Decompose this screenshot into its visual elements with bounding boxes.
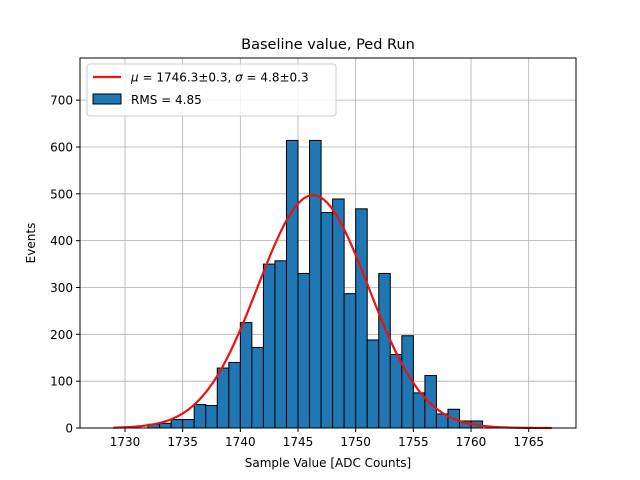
histogram-bar	[332, 198, 345, 429]
plot-frame	[79, 57, 577, 429]
y-tick-label: 0	[65, 422, 73, 436]
x-tick-label: 1750	[340, 435, 371, 449]
x-tick-label: 1730	[110, 435, 141, 449]
x-tick-label: 1740	[225, 435, 256, 449]
y-axis-ticks: 0 100 200 300 400 500 600 700	[50, 94, 80, 436]
histogram-bar	[412, 392, 426, 429]
x-tick-label: 1745	[283, 435, 314, 449]
y-tick-label: 300	[50, 281, 73, 295]
histogram-bar	[389, 353, 403, 429]
histogram-bar	[297, 272, 311, 429]
histogram-bar	[378, 272, 391, 429]
histogram-bar	[205, 405, 218, 429]
histogram-bar	[193, 404, 207, 429]
histogram-bar	[366, 339, 380, 429]
histogram-bar	[309, 139, 322, 429]
legend: μ = 1746.3±0.3, σ = 4.8±0.3 RMS = 4.85	[86, 63, 337, 117]
gaussian-fit-curve	[113, 194, 552, 430]
y-tick-label: 100	[50, 375, 73, 389]
x-axis-label: Sample Value [ADC Counts]	[245, 456, 411, 470]
histogram-bar	[343, 293, 357, 429]
legend-mu-symbol: μ	[130, 71, 139, 85]
x-axis-ticks: 1730 1735 1740 1745 1750 1755 1760 1765	[110, 428, 544, 449]
legend-sigma-value: = 4.8±0.3	[243, 71, 309, 85]
x-tick-label: 1735	[167, 435, 198, 449]
histogram-bar	[262, 263, 276, 429]
legend-sigma-symbol: σ	[235, 71, 243, 85]
histogram-bar	[170, 419, 184, 429]
histogram-bar	[159, 422, 172, 429]
legend-fit-label: μ = 1746.3±0.3, σ = 4.8±0.3	[130, 71, 309, 85]
y-tick-label: 200	[50, 328, 73, 342]
y-tick-label: 700	[50, 94, 73, 108]
legend-mu-value: = 1746.3±0.3,	[139, 71, 235, 85]
legend-histogram-label: RMS = 4.85	[131, 93, 202, 107]
histogram-bar	[239, 322, 253, 429]
chart-title: Baseline value, Ped Run	[241, 37, 415, 53]
histogram-bar	[424, 375, 437, 429]
x-tick-label: 1760	[456, 435, 487, 449]
y-tick-label: 400	[50, 234, 73, 248]
histogram-bar	[320, 212, 334, 429]
x-tick-label: 1765	[513, 435, 544, 449]
histogram-bar	[274, 260, 287, 429]
legend-box	[86, 63, 337, 117]
histogram-bar	[251, 346, 264, 429]
legend-histogram-swatch	[92, 93, 122, 105]
histogram-bar	[216, 367, 230, 429]
histogram-bar	[228, 361, 241, 429]
y-tick-label: 500	[50, 187, 73, 201]
x-tick-label: 1755	[398, 435, 429, 449]
histogram-bar	[285, 139, 299, 429]
y-tick-label: 600	[50, 140, 73, 154]
y-axis-label: Events	[24, 223, 38, 264]
histogram-bar	[355, 208, 368, 429]
histogram-bar	[182, 419, 195, 429]
